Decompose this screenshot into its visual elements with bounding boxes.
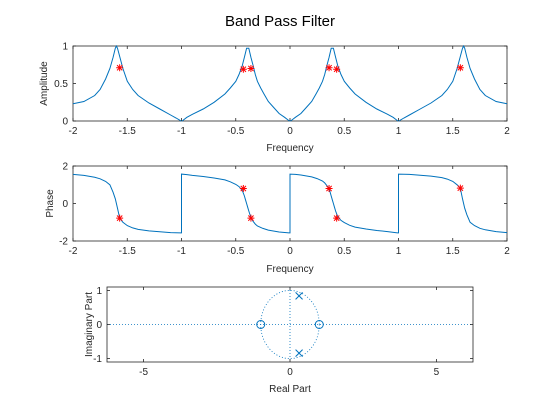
zero-marker (256, 320, 266, 329)
y-tick-label: 0 (96, 320, 102, 331)
pole-zero-xticks: -5 0 5 (139, 287, 440, 378)
zero-marker (314, 320, 324, 329)
x-tick-label: -1.5 (119, 126, 137, 137)
pole-zero-yticks: -1 0 1 (93, 286, 473, 365)
pole-marker (295, 349, 303, 357)
y-tick-label: 1 (62, 42, 68, 53)
y-tick-label: -2 (59, 237, 68, 248)
x-tick-label: 0.5 (337, 126, 351, 137)
x-tick-label: -2 (69, 246, 78, 257)
x-tick-label: -0.5 (227, 246, 245, 257)
x-tick-label: 0 (287, 126, 293, 137)
asterisk-marker (239, 185, 247, 192)
x-tick-label: 2 (504, 246, 510, 257)
asterisk-marker (247, 214, 255, 222)
amplitude-axes: -2 -1.5 -1 -0.5 0 0.5 1 1.5 2 00.51 Frequency Am… (39, 42, 510, 155)
asterisk-marker (116, 214, 124, 222)
x-tick-label: -1 (177, 246, 186, 257)
x-tick-label: -0.5 (227, 126, 245, 137)
unit-circle (260, 290, 320, 359)
x-tick-label: 1.5 (446, 126, 460, 137)
asterisk-marker (325, 185, 333, 192)
asterisk-marker (247, 65, 255, 72)
pole-zero-guides (107, 287, 473, 362)
phase-markers-group (116, 184, 464, 222)
x-tick-label: -2 (69, 126, 78, 137)
x-tick-label: -1 (177, 126, 186, 137)
series-line (72, 173, 508, 234)
x-tick-label: -1.5 (119, 246, 137, 257)
amplitude-ylabel: Amplitude (39, 61, 50, 106)
y-tick-label: 1 (96, 286, 102, 297)
x-tick-label: -5 (139, 367, 148, 378)
pole-zero-ylabel: Imaginary Part (84, 292, 95, 357)
asterisk-marker (239, 65, 247, 73)
pole-zero-xlabel: Real Part (269, 384, 311, 395)
amplitude-yticks: 00.51 (54, 42, 507, 128)
phase-ylabel: Phase (45, 189, 56, 218)
phase-xticks: -2 -1.5 -1 -0.5 0 0.5 1 1.5 2 (69, 166, 510, 257)
amplitude-axes-box (72, 45, 508, 122)
pole-zero-axes: -5 0 5 -1 0 1 Real Part Imaginary Part (84, 286, 474, 395)
y-tick-label: 0.5 (54, 79, 68, 90)
x-tick-label: 0.5 (337, 246, 351, 257)
phase-xlabel: Frequency (266, 264, 313, 275)
x-tick-label: 1 (396, 246, 402, 257)
asterisk-marker (325, 64, 333, 72)
y-tick-label: 0 (62, 117, 68, 128)
x-tick-label: 1.5 (446, 246, 460, 257)
x-tick-label: 0 (287, 367, 293, 378)
x-tick-label: 5 (434, 367, 440, 378)
phase-series-group (72, 173, 508, 234)
phase-axes: -2 -1.5 -1 -0.5 0 0.5 1 1.5 2 -2 0 2 Frequency Pha… (45, 162, 510, 276)
y-tick-label: 0 (62, 199, 68, 210)
y-tick-label: -1 (93, 354, 102, 365)
amplitude-xticks: -2 -1.5 -1 -0.5 0 0.5 1 1.5 2 (69, 46, 510, 137)
pole-marker (295, 292, 303, 300)
phase-yticks: -2 0 2 (59, 162, 507, 248)
amplitude-xlabel: Frequency (266, 143, 313, 154)
asterisk-marker (333, 214, 341, 222)
asterisk-marker (456, 64, 464, 72)
pole-zero-points (256, 292, 324, 357)
x-tick-label: 2 (504, 126, 510, 137)
asterisk-marker (456, 184, 464, 192)
asterisk-marker (116, 64, 124, 72)
y-tick-label: 2 (62, 162, 68, 173)
x-tick-label: 1 (396, 126, 402, 137)
amplitude-markers-group (116, 64, 464, 73)
x-tick-label: 0 (287, 246, 293, 257)
asterisk-marker (333, 65, 341, 73)
figure-title: Band Pass Filter (225, 13, 335, 30)
